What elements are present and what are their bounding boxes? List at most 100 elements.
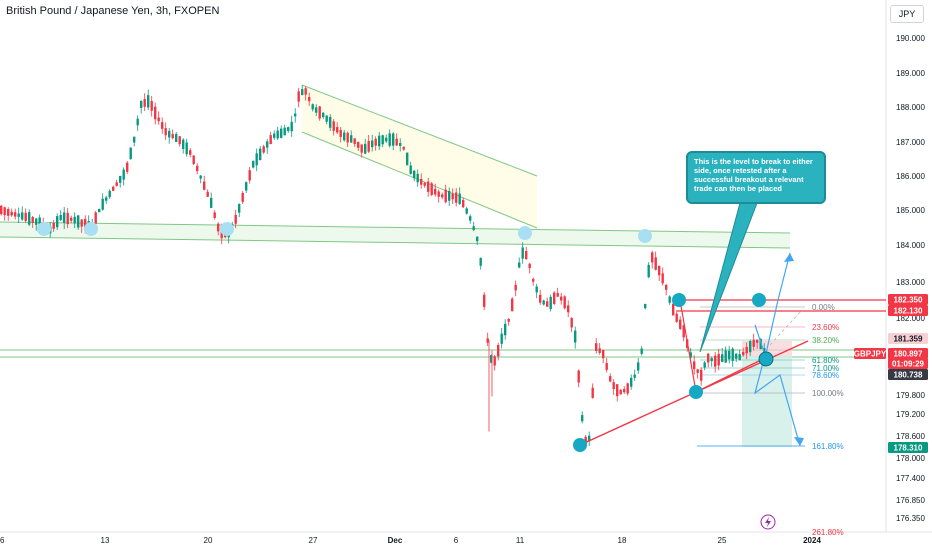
- candle-body[interactable]: [245, 182, 248, 191]
- candle-body[interactable]: [360, 144, 363, 153]
- candle-body[interactable]: [255, 153, 258, 166]
- candle-body[interactable]: [24, 212, 27, 221]
- candle-body[interactable]: [700, 369, 703, 381]
- candle-body[interactable]: [140, 100, 143, 108]
- candle-body[interactable]: [311, 104, 314, 110]
- candle-body[interactable]: [759, 338, 762, 350]
- plot-area[interactable]: [0, 0, 886, 532]
- candle-body[interactable]: [493, 356, 496, 366]
- candle-body[interactable]: [234, 214, 237, 224]
- candle-body[interactable]: [714, 355, 717, 367]
- rising-trendline-inner[interactable]: [695, 357, 766, 393]
- candle-body[interactable]: [56, 216, 59, 228]
- candle-body[interactable]: [171, 133, 174, 139]
- candle-body[interactable]: [196, 165, 199, 172]
- candle-body[interactable]: [469, 216, 472, 221]
- candle-body[interactable]: [17, 213, 20, 217]
- candle-body[interactable]: [458, 193, 461, 205]
- candle-body[interactable]: [388, 133, 391, 146]
- candlestick-series[interactable]: [0, 85, 766, 447]
- pattern-leg[interactable]: [679, 299, 697, 393]
- candle-body[interactable]: [381, 135, 384, 145]
- candle-body[interactable]: [444, 189, 447, 203]
- candle-body[interactable]: [637, 362, 640, 371]
- candle-body[interactable]: [546, 301, 549, 307]
- candle-body[interactable]: [126, 162, 129, 172]
- candle-body[interactable]: [525, 251, 528, 260]
- candle-body[interactable]: [38, 217, 41, 230]
- candle-body[interactable]: [483, 294, 486, 307]
- candle-body[interactable]: [168, 130, 171, 138]
- candle-body[interactable]: [241, 193, 244, 202]
- candle-body[interactable]: [448, 190, 451, 201]
- candle-body[interactable]: [136, 118, 139, 126]
- candle-body[interactable]: [203, 181, 206, 190]
- candle-body[interactable]: [644, 303, 647, 309]
- candle-body[interactable]: [73, 216, 76, 224]
- candle-body[interactable]: [490, 355, 493, 363]
- candle-body[interactable]: [77, 215, 80, 228]
- candle-body[interactable]: [504, 323, 507, 336]
- pattern-point[interactable]: [758, 351, 774, 367]
- candle-body[interactable]: [59, 214, 62, 221]
- candle-body[interactable]: [542, 300, 545, 305]
- candle-body[interactable]: [742, 351, 745, 356]
- candle-body[interactable]: [150, 101, 153, 111]
- event-lightning-icon[interactable]: [760, 514, 776, 530]
- candle-body[interactable]: [465, 208, 468, 214]
- touch-point[interactable]: [518, 226, 532, 240]
- candle-body[interactable]: [21, 212, 24, 220]
- candle-body[interactable]: [252, 160, 255, 168]
- candle-body[interactable]: [399, 143, 402, 146]
- candle-body[interactable]: [563, 296, 566, 309]
- candle-body[interactable]: [322, 112, 325, 118]
- candle-body[interactable]: [238, 204, 241, 213]
- candle-body[interactable]: [672, 303, 675, 316]
- candle-body[interactable]: [668, 296, 671, 303]
- candle-body[interactable]: [315, 107, 318, 113]
- candle-body[interactable]: [374, 138, 377, 146]
- candle-body[interactable]: [570, 317, 573, 328]
- candle-body[interactable]: [80, 219, 83, 227]
- candle-body[interactable]: [406, 152, 409, 166]
- candle-body[interactable]: [591, 387, 594, 398]
- candle-body[interactable]: [630, 377, 633, 387]
- candle-body[interactable]: [31, 216, 34, 224]
- candle-body[interactable]: [192, 155, 195, 165]
- candle-body[interactable]: [147, 95, 150, 108]
- candle-body[interactable]: [329, 116, 332, 128]
- candle-body[interactable]: [262, 146, 265, 153]
- candle-body[interactable]: [535, 286, 538, 293]
- candle-body[interactable]: [605, 363, 608, 370]
- candle-body[interactable]: [696, 369, 699, 373]
- candle-body[interactable]: [427, 181, 430, 192]
- candle-body[interactable]: [721, 354, 724, 363]
- candle-body[interactable]: [675, 313, 678, 322]
- candle-body[interactable]: [217, 223, 220, 232]
- candle-body[interactable]: [514, 284, 517, 291]
- pattern-point[interactable]: [752, 293, 766, 307]
- candle-body[interactable]: [539, 294, 542, 303]
- candle-body[interactable]: [189, 150, 192, 155]
- candle-body[interactable]: [35, 218, 38, 225]
- candle-body[interactable]: [290, 121, 293, 132]
- candle-body[interactable]: [199, 175, 202, 179]
- candle-body[interactable]: [84, 219, 87, 231]
- candle-body[interactable]: [3, 207, 6, 216]
- candle-body[interactable]: [528, 263, 531, 269]
- candle-body[interactable]: [108, 190, 111, 198]
- time-axis[interactable]: 6 13 20 27 Dec 6 11 18 25 2024: [0, 536, 821, 545]
- candle-body[interactable]: [693, 361, 696, 370]
- candle-body[interactable]: [336, 127, 339, 133]
- candle-body[interactable]: [119, 175, 122, 183]
- candle-body[interactable]: [98, 209, 101, 213]
- candle-body[interactable]: [10, 211, 13, 216]
- candle-body[interactable]: [161, 122, 164, 129]
- candle-body[interactable]: [395, 138, 398, 146]
- candle-body[interactable]: [710, 358, 713, 362]
- candle-body[interactable]: [213, 212, 216, 218]
- candle-body[interactable]: [154, 106, 157, 120]
- candle-body[interactable]: [556, 293, 559, 297]
- candle-body[interactable]: [598, 348, 601, 353]
- candle-body[interactable]: [479, 257, 482, 266]
